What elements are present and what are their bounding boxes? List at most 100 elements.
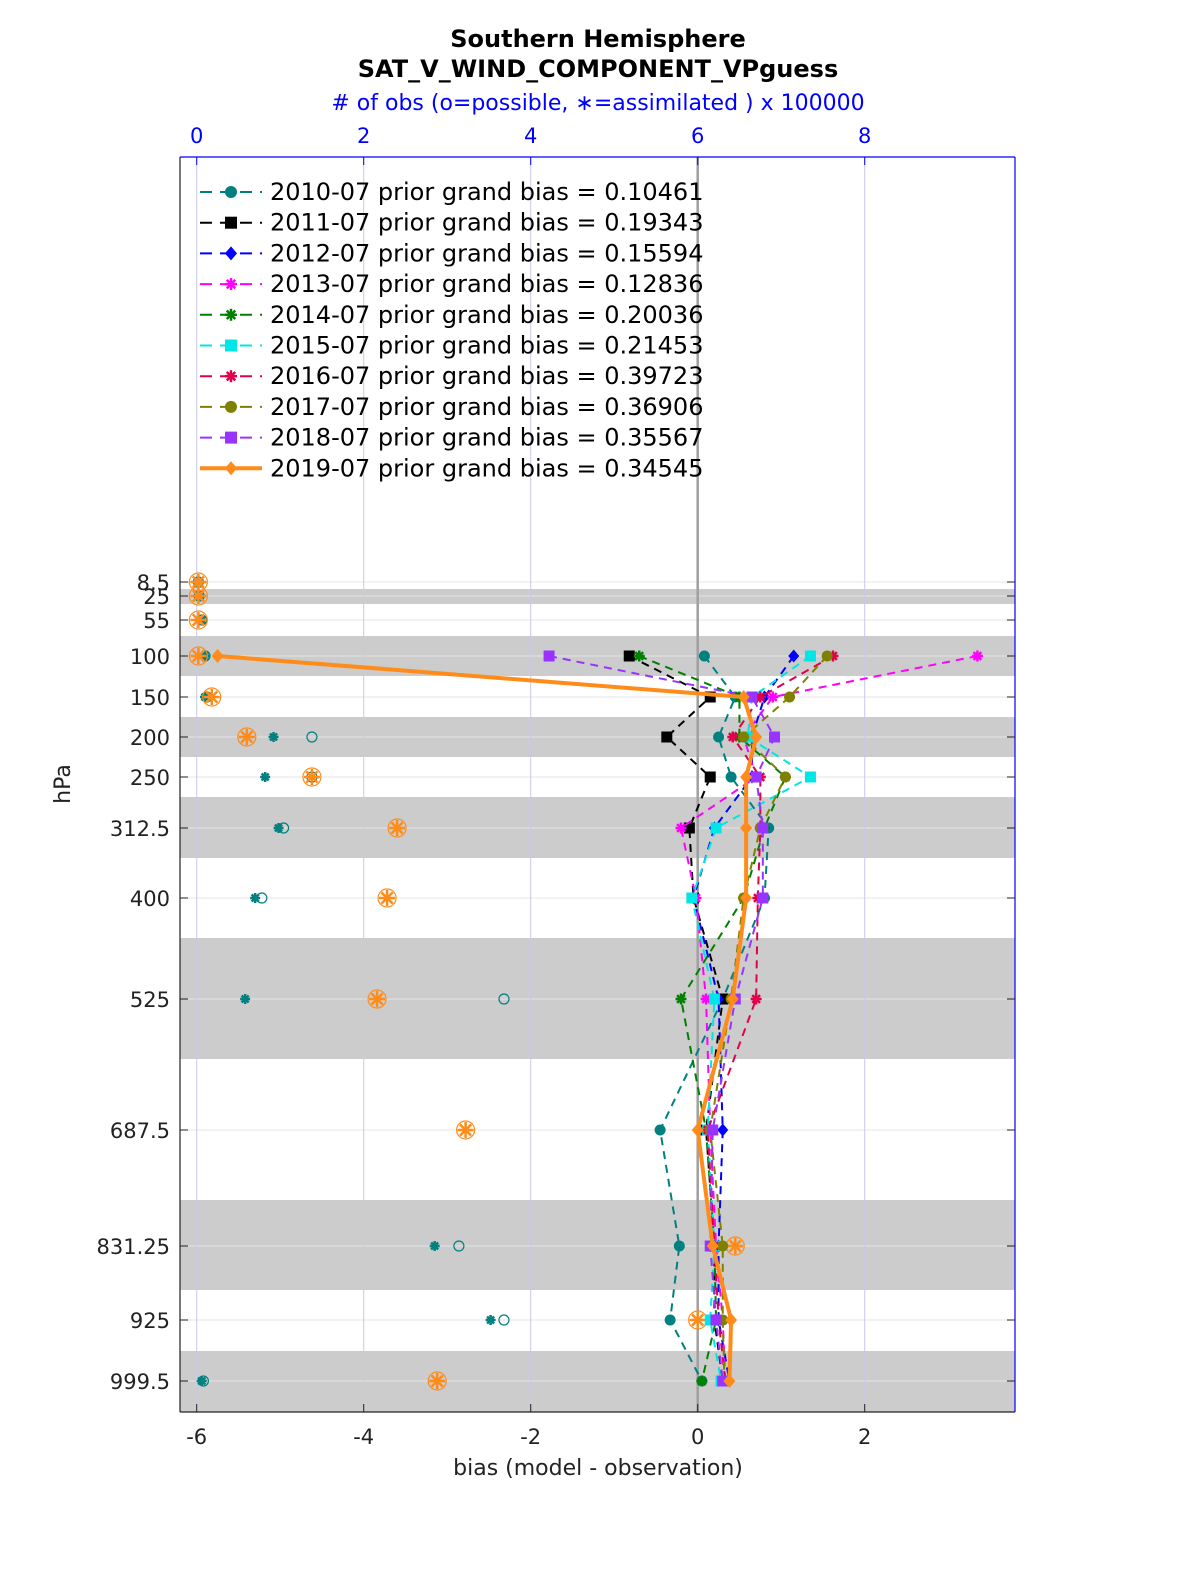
legend-marker <box>225 216 237 229</box>
data-point <box>633 650 645 662</box>
obs-assimilated-marker <box>238 729 255 745</box>
x-tick-label: 2 <box>858 1425 871 1449</box>
data-point <box>757 822 769 834</box>
data-point <box>740 770 753 784</box>
data-point <box>750 771 762 783</box>
data-point <box>769 731 781 743</box>
y-tick-label: 8.5 <box>137 571 170 595</box>
obs-possible-marker <box>302 767 322 787</box>
legend-marker <box>225 370 237 383</box>
data-point <box>211 649 224 663</box>
obs-assimilated-marker <box>273 823 284 833</box>
y-tick-label: 25 <box>143 585 170 609</box>
top-tick-label: 0 <box>190 124 203 148</box>
obs-possible-marker <box>306 731 318 743</box>
legend-marker <box>225 339 237 352</box>
data-point <box>804 650 816 662</box>
legend-label: 2015-07 prior grand bias = 0.21453 <box>270 332 703 360</box>
data-point <box>740 821 753 835</box>
data-point <box>686 892 698 904</box>
top-tick-label: 8 <box>858 124 871 148</box>
data-point <box>726 992 739 1006</box>
data-point <box>740 891 753 905</box>
obs-possible-marker <box>455 1120 476 1140</box>
obs-assimilated-marker <box>190 648 207 664</box>
data-point <box>821 650 833 662</box>
data-point <box>664 1314 676 1326</box>
data-point <box>673 1240 685 1252</box>
legend-label: 2019-07 prior grand bias = 0.34545 <box>270 454 703 482</box>
data-point <box>675 822 687 834</box>
obs-assimilated-marker <box>240 994 251 1004</box>
data-point <box>750 730 763 744</box>
level-band <box>180 1200 1015 1290</box>
legend-marker <box>225 246 237 261</box>
data-point <box>737 690 750 704</box>
data-point <box>757 892 769 904</box>
x-tick-label: -2 <box>520 1425 541 1449</box>
legend-label: 2018-07 prior grand bias = 0.35567 <box>270 424 703 452</box>
obs-possible-marker <box>387 818 407 838</box>
data-point <box>704 1314 716 1326</box>
data-point <box>543 650 555 662</box>
data-point <box>746 691 758 703</box>
obs-assimilated-marker <box>196 1376 207 1386</box>
obs-possible-marker <box>367 989 387 1009</box>
series-line <box>628 655 724 1382</box>
legend-label: 2014-07 prior grand bias = 0.20036 <box>270 301 703 329</box>
x-axis-label: bias (model - observation) <box>453 1456 743 1481</box>
legend-label: 2011-07 prior grand bias = 0.19343 <box>270 209 703 237</box>
obs-possible-marker <box>427 1371 447 1391</box>
data-point <box>754 691 766 703</box>
y-tick-label: 400 <box>130 887 170 911</box>
chart-subtitle: SAT_V_WIND_COMPONENT_VPguess <box>358 55 838 83</box>
data-point <box>704 691 716 703</box>
top-tick-label: 4 <box>524 124 537 148</box>
data-point <box>691 1123 704 1137</box>
top-axis-label: # of obs (o=possible, ∗=assimilated ) x … <box>331 91 864 116</box>
data-point <box>710 1314 722 1326</box>
data-point <box>623 650 635 662</box>
obs-possible-marker <box>202 687 222 707</box>
obs-possible-marker <box>188 610 208 630</box>
data-point <box>725 771 737 783</box>
data-point <box>750 993 762 1005</box>
legend-marker <box>225 308 237 321</box>
obs-possible-marker <box>188 586 208 606</box>
y-tick-label: 525 <box>130 988 170 1012</box>
data-point <box>723 1374 736 1388</box>
obs-assimilated-marker <box>190 612 207 628</box>
obs-assimilated-marker <box>689 1312 706 1328</box>
data-point <box>710 822 722 834</box>
data-point <box>767 691 779 703</box>
obs-assimilated-marker <box>457 1122 474 1138</box>
obs-assimilated-marker <box>303 769 320 785</box>
y-tick-label: 150 <box>130 686 170 710</box>
data-point <box>717 1123 729 1137</box>
data-point <box>788 649 800 663</box>
obs-possible-marker <box>188 646 208 666</box>
y-tick-label: 312.5 <box>110 817 170 841</box>
data-point <box>779 771 791 783</box>
data-point <box>717 1240 729 1252</box>
legend-label: 2013-07 prior grand bias = 0.12836 <box>270 270 703 298</box>
obs-assimilated-marker <box>250 893 261 903</box>
top-tick-label: 2 <box>357 124 370 148</box>
legend-label: 2012-07 prior grand bias = 0.15594 <box>270 239 703 267</box>
data-point <box>804 771 816 783</box>
data-point <box>713 731 725 743</box>
data-point <box>675 993 687 1005</box>
data-point <box>683 822 695 834</box>
obs-possible-marker <box>377 888 397 908</box>
data-point <box>971 650 983 662</box>
y-tick-label: 831.25 <box>97 1235 170 1259</box>
y-axis-label: hPa <box>51 764 76 804</box>
data-point <box>698 650 710 662</box>
obs-assimilated-marker <box>203 689 220 705</box>
obs-possible-marker <box>453 1240 465 1252</box>
data-point <box>717 1375 729 1387</box>
data-point <box>738 731 750 743</box>
y-tick-label: 55 <box>143 609 170 633</box>
data-point <box>654 1124 666 1136</box>
y-tick-label: 100 <box>130 645 170 669</box>
